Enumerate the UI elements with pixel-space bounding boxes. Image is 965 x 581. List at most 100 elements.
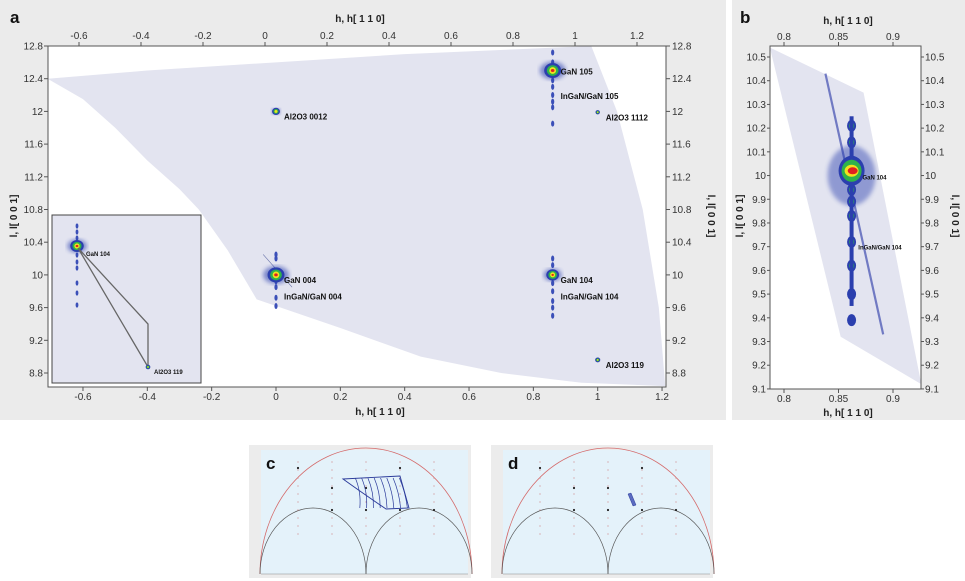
y-axis-label: l, l[ 0 0 1]	[9, 195, 20, 238]
reciprocal-lattice-point	[365, 525, 367, 527]
forbidden-region-right	[365, 507, 473, 575]
x-top-tick-label: 1	[572, 31, 578, 42]
reciprocal-lattice-point	[573, 517, 575, 519]
peak-core	[551, 273, 554, 276]
reciprocal-lattice-point	[365, 469, 367, 471]
reciprocal-lattice-point	[297, 469, 299, 471]
y-right-tick-label: 9.2	[925, 361, 939, 372]
reciprocal-lattice-point	[675, 477, 677, 479]
y-tick-label: 9.9	[752, 195, 766, 206]
inset-rod-spot	[75, 265, 79, 271]
y-tick-label: 10.8	[24, 205, 44, 216]
scan-line	[367, 477, 374, 509]
panel-a-plot: GaN 105 InGaN/GaN 105 Al2O3 0012 Al2O3 1112…	[9, 14, 716, 418]
reciprocal-lattice-point	[365, 501, 367, 503]
reciprocal-lattice-point	[641, 461, 643, 463]
y-tick-label: 9.3	[752, 337, 766, 348]
reciprocal-lattice-point	[297, 461, 299, 463]
x-tick-label: 0.2	[333, 392, 347, 403]
y-right-tick-label: 9.3	[925, 337, 939, 348]
rod-spot	[551, 120, 555, 127]
reciprocal-lattice-point	[433, 517, 435, 519]
rod-spot	[274, 251, 278, 258]
reciprocal-lattice-point	[607, 517, 609, 519]
reciprocal-lattice-point	[675, 525, 677, 527]
peak-label: GaN 104	[561, 276, 594, 285]
y-axis-label: l, l[ 0 0 1]	[735, 195, 746, 238]
reciprocal-lattice-point	[573, 477, 575, 479]
reciprocal-lattice-point-strong	[364, 486, 368, 490]
reciprocal-lattice-point-strong	[364, 508, 368, 512]
rod-spot	[551, 298, 555, 305]
y-right-tick-label: 10.1	[925, 147, 945, 158]
inset-rod-spot	[75, 280, 79, 286]
panel-d-letter: d	[508, 454, 518, 473]
reciprocal-lattice-point-strong	[572, 508, 576, 512]
x-tick-label: 0.85	[829, 394, 849, 405]
reciprocal-lattice-point	[607, 525, 609, 527]
y-right-axis-label: l, l[ 0 0 1]	[705, 195, 716, 238]
peak-label: GaN 105	[561, 68, 594, 77]
reciprocal-lattice-point	[331, 469, 333, 471]
reciprocal-lattice-point	[607, 477, 609, 479]
reciprocal-lattice-point	[433, 477, 435, 479]
y-tick-label: 9.2	[752, 361, 766, 372]
x-top-tick-label: -0.4	[132, 31, 150, 42]
inset-peak-core	[75, 244, 79, 248]
peak-label: Al2O3 1112	[606, 113, 649, 122]
y-tick-label: 11.2	[24, 172, 43, 183]
inset-rod-spot	[75, 223, 79, 229]
x-axis-label: h, h[ 1 1 0]	[823, 408, 872, 419]
y-right-tick-label: 9.8	[925, 218, 939, 229]
rod-spot	[274, 302, 278, 309]
reciprocal-lattice-point	[399, 469, 401, 471]
reciprocal-lattice-point	[331, 493, 333, 495]
rod-spot	[551, 83, 555, 90]
x-tick-label: 0.8	[777, 394, 791, 405]
inset-rod-spot	[75, 252, 79, 258]
forbidden-region-right	[607, 507, 715, 575]
x-tick-label: 1	[595, 392, 601, 403]
reciprocal-lattice-point	[297, 501, 299, 503]
reciprocal-lattice-point	[331, 477, 333, 479]
peak-label: InGaN/GaN 104	[561, 292, 619, 301]
y-right-tick-label: 11.2	[672, 172, 691, 183]
y-right-tick-label: 10.5	[925, 53, 945, 64]
peak-label: Al2O3 0012	[284, 112, 328, 121]
scan-area-outline	[341, 475, 410, 510]
reciprocal-lattice-point	[331, 533, 333, 535]
reciprocal-lattice-point	[539, 501, 541, 503]
reciprocal-lattice-point	[607, 461, 609, 463]
y-right-tick-label: 10.3	[925, 100, 945, 111]
measured-region	[47, 46, 666, 387]
scan-line	[392, 477, 401, 509]
x-tick-label: 0.9	[886, 394, 900, 405]
x-top-tick-label: 0.6	[444, 31, 458, 42]
scan-line	[354, 477, 361, 509]
reciprocal-lattice-point	[399, 485, 401, 487]
rod-spot	[551, 280, 555, 287]
reciprocal-lattice-point	[365, 485, 367, 487]
scan-line	[399, 477, 408, 509]
reciprocal-lattice-point	[675, 517, 677, 519]
y-tick-label: 9.7	[752, 242, 766, 253]
reciprocal-lattice-point	[365, 533, 367, 535]
reciprocal-lattice-point-strong	[606, 508, 610, 512]
scan-line	[373, 477, 381, 509]
y-tick-label: 10	[32, 270, 44, 281]
rod-spot	[551, 304, 555, 311]
x-tick-label: -0.4	[139, 392, 157, 403]
reciprocal-lattice-point	[331, 461, 333, 463]
scan-area	[627, 492, 637, 507]
y-right-tick-label: 9.5	[925, 290, 939, 301]
reciprocal-lattice-point	[433, 525, 435, 527]
y-tick-label: 10.5	[747, 53, 767, 64]
reciprocal-lattice-point	[297, 533, 299, 535]
y-right-tick-label: 9.9	[925, 195, 939, 206]
x-top-axis-label: h, h[ 1 1 0]	[335, 14, 384, 25]
y-tick-label: 9.6	[29, 303, 43, 314]
reciprocal-lattice-point	[539, 525, 541, 527]
peak-core	[550, 69, 555, 73]
inset-peak-inner	[147, 366, 149, 368]
